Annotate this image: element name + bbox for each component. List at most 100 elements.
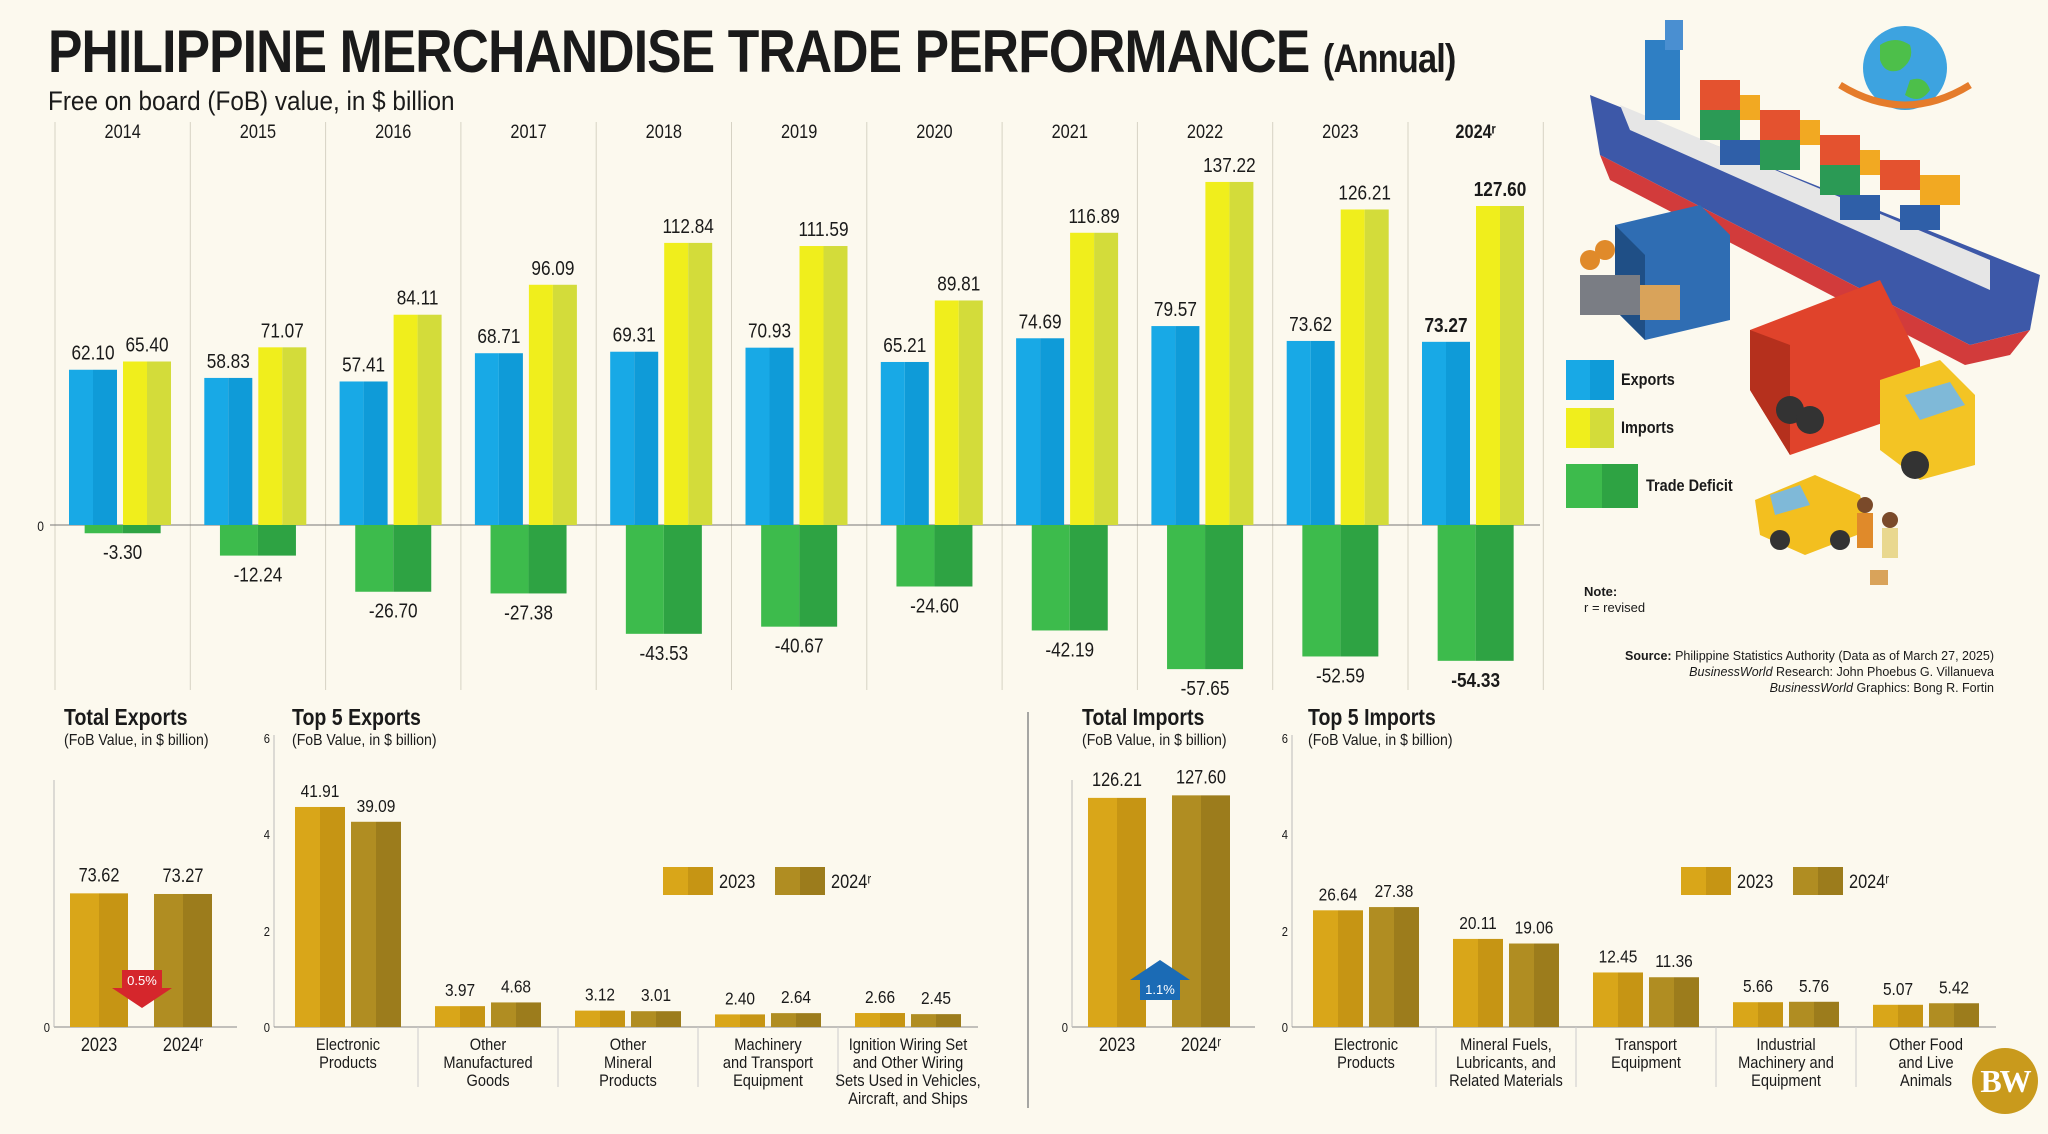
graphics-brand: BusinessWorld: [1769, 681, 1853, 695]
legend-swatch-2024-left: [775, 867, 800, 895]
exports-value-label: 73.27: [1424, 314, 1467, 337]
bar-2023-right: [1338, 910, 1363, 1027]
exports-bar: [880, 361, 929, 525]
imports-value-label: 137.22: [1203, 154, 1256, 177]
bar-2024: [351, 821, 401, 1027]
year-axis-label: 2023: [81, 1034, 117, 1055]
y-tick-label: 6: [264, 731, 270, 746]
top-imports-subtitle: (FoB Value, in $ billion): [1308, 732, 1453, 749]
legend-label-2024: 2024ʳ: [1849, 871, 1889, 892]
imports-bar-right: [688, 242, 713, 525]
bar-2024: [491, 1002, 541, 1027]
category-label: Equipment: [733, 1072, 803, 1090]
deficit-bar-left: [625, 525, 664, 634]
legend-label-deficit: Trade Deficit: [1646, 476, 1733, 495]
category-label: Industrial: [1756, 1036, 1815, 1054]
deficit-value-label: -24.60: [910, 594, 959, 617]
exports-value-label: 68.71: [477, 325, 520, 348]
value-label-2023: 2.40: [725, 988, 755, 1008]
total-bar: [1088, 797, 1146, 1027]
category-label: Related Materials: [1449, 1072, 1563, 1090]
value-label-2024: 2.45: [921, 988, 951, 1008]
bar-2024-right: [1954, 1003, 1979, 1027]
exports-bar-left: [745, 347, 770, 525]
value-label-2023: 3.97: [445, 980, 475, 1000]
deficit-bar-right: [1205, 525, 1244, 670]
imports-bar: [528, 284, 577, 525]
total-bar: [70, 893, 128, 1027]
deficit-bar-right: [1475, 525, 1514, 661]
deficit-bar: [625, 525, 702, 634]
value-label-2024: 3.01: [641, 985, 671, 1005]
category-label: Electronic: [1334, 1036, 1398, 1054]
bar-2024-right: [796, 1013, 821, 1027]
imports-bar-left: [393, 314, 418, 525]
total-exports-subtitle: (FoB Value, in $ billion): [64, 732, 209, 749]
imports-bar-left: [123, 361, 147, 525]
legend-swatch-exports: [1566, 360, 1614, 400]
page-subtitle: Free on board (FoB) value, in $ billion: [48, 86, 455, 116]
exports-bar-left: [69, 369, 93, 525]
bar-2023-right: [740, 1014, 765, 1027]
exports-bar-right: [904, 361, 929, 525]
top-exports-subtitle: (FoB Value, in $ billion): [292, 732, 437, 749]
total-value-label: 126.21: [1092, 769, 1142, 790]
bar-2024-right: [936, 1014, 961, 1027]
year-label: 2014: [104, 121, 140, 142]
bar-2024-right: [1394, 907, 1419, 1027]
top-exports-title: Top 5 Exports: [292, 704, 421, 730]
exports-value-label: 62.10: [71, 342, 114, 365]
exports-bar-right: [769, 347, 794, 525]
imports-bar-right: [958, 300, 983, 525]
total-bar-right: [183, 893, 212, 1027]
deficit-bar-left: [84, 525, 123, 534]
imports-bar: [1070, 232, 1119, 525]
bar-2024-left: [491, 1002, 516, 1027]
year-axis-label: 2024ʳ: [163, 1034, 203, 1055]
total-bar-left: [154, 893, 183, 1027]
exports-value-label: 74.69: [1019, 310, 1062, 333]
category-label: Transport: [1615, 1036, 1678, 1054]
deficit-bar: [1031, 525, 1108, 631]
imports-bar-left: [1070, 232, 1095, 525]
exports-value-label: 58.83: [207, 350, 250, 373]
total-value-label: 127.60: [1176, 766, 1226, 787]
legend-label-2023: 2023: [719, 871, 755, 892]
legend-swatch-2024-right: [800, 867, 825, 895]
deficit-bar: [896, 525, 973, 587]
legend-swatch-2023-left: [1681, 867, 1706, 895]
bar-2023-left: [1453, 938, 1478, 1027]
bar-2023-right: [880, 1013, 905, 1027]
exports-bar-right: [1040, 338, 1065, 525]
category-label: Manufactured: [443, 1054, 532, 1072]
year-label: 2023: [1322, 121, 1358, 142]
deficit-value-label: -57.65: [1181, 677, 1230, 700]
trade-performance-chart: 0 2014 62.10 65.40 -3.30 2015 58.83 71.07 -12.24…: [37, 121, 1544, 700]
bar-2023-right: [1758, 1002, 1783, 1027]
year-label: 2016: [375, 121, 411, 142]
year-label: 2022: [1187, 121, 1223, 142]
exports-bar: [1151, 326, 1200, 525]
bar-2023-right: [600, 1010, 625, 1027]
legend-label-exports: Exports: [1621, 370, 1675, 389]
total-exports-title: Total Exports: [64, 704, 188, 730]
category-label: and Transport: [723, 1054, 814, 1072]
up-arrow-icon: [1130, 960, 1190, 1000]
imports-value-label: 96.09: [531, 257, 574, 280]
bar-2023-left: [435, 1006, 460, 1027]
total-bar-right: [1201, 795, 1230, 1027]
exports-bar: [1422, 341, 1470, 525]
deficit-value-label: -26.70: [369, 600, 418, 623]
category-label: Electronic: [316, 1036, 380, 1054]
deficit-bar-left: [1302, 525, 1341, 657]
deficit-value-label: -42.19: [1045, 638, 1094, 661]
exports-bar-right: [228, 377, 253, 525]
exports-value-label: 73.62: [1289, 313, 1332, 336]
van-illustration: [1755, 475, 1898, 585]
exports-bar-left: [880, 361, 905, 525]
imports-bar: [1476, 206, 1524, 525]
legend-swatch-2024: [1793, 867, 1843, 895]
bar-2023-left: [1313, 910, 1338, 1027]
year-label: 2017: [510, 121, 546, 142]
